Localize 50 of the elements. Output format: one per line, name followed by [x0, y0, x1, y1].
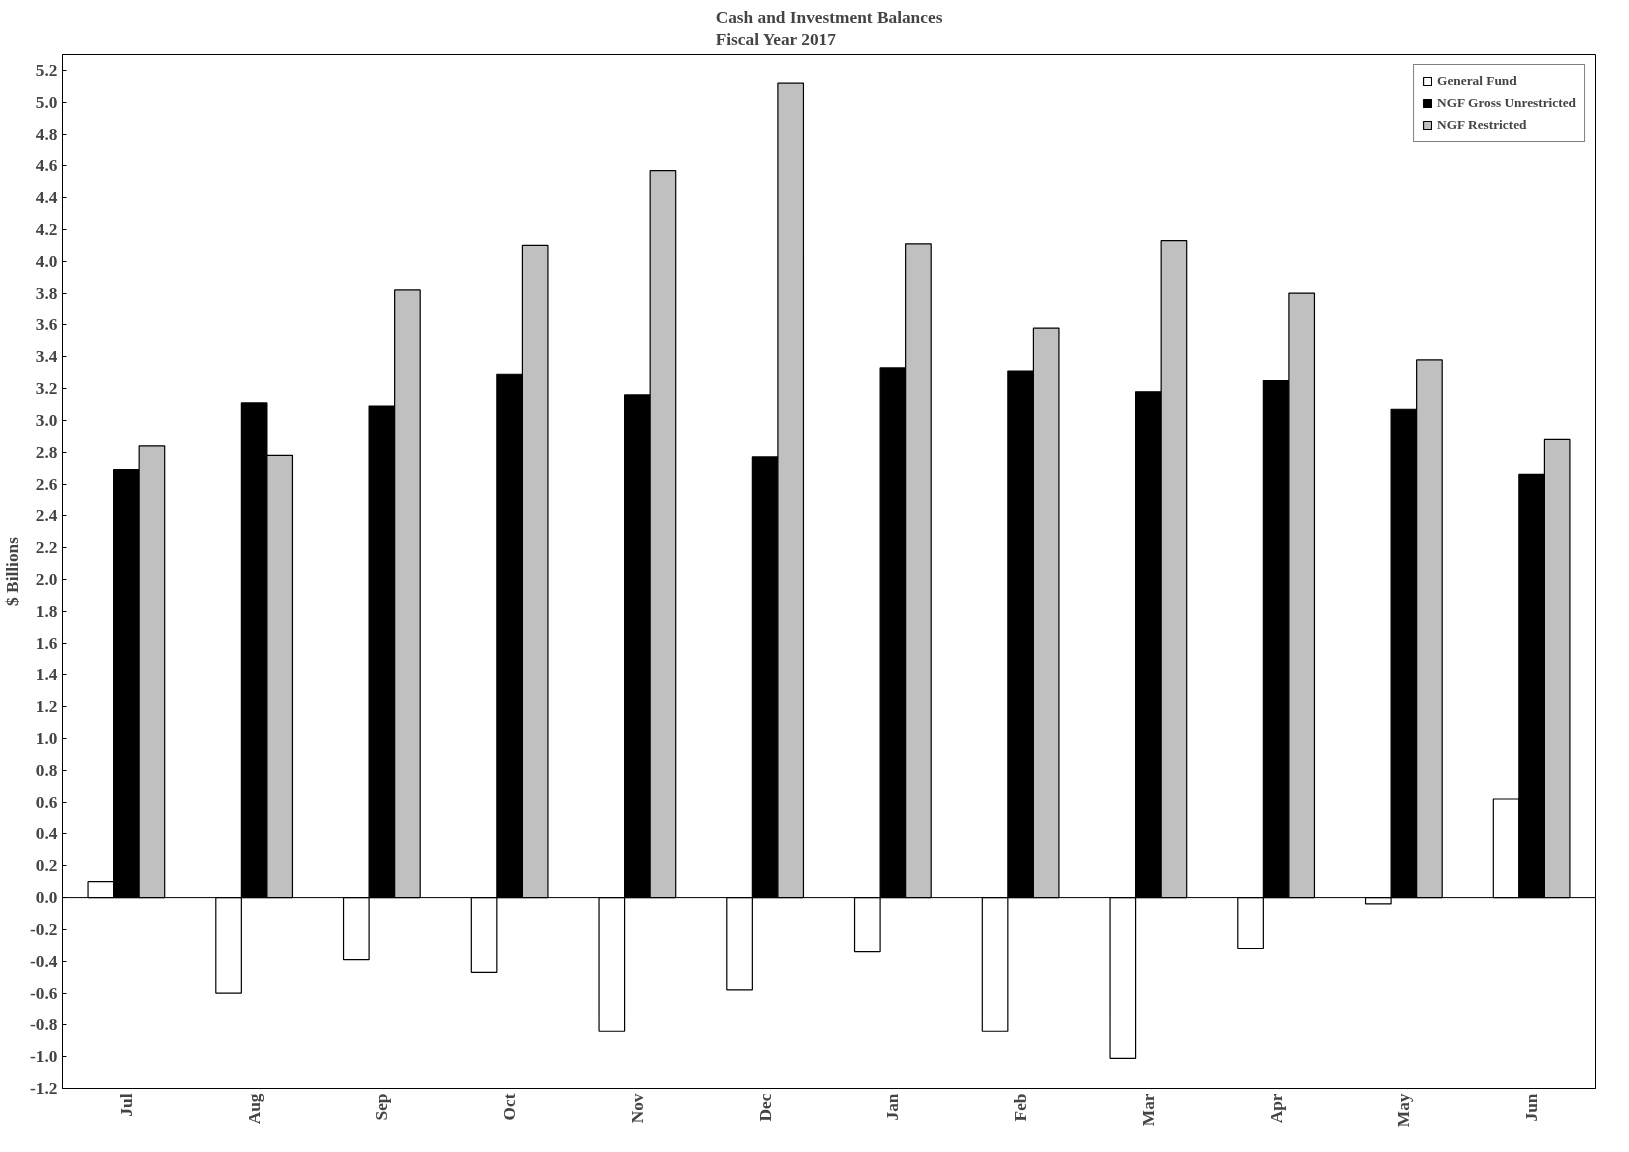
y-tick-label: 4.8 [35, 124, 58, 144]
x-tick-label: May [1394, 1093, 1414, 1128]
y-tick-label: 1.6 [35, 633, 58, 653]
y-tick-label: 0.2 [35, 856, 58, 876]
x-tick-label: Dec [755, 1093, 775, 1122]
y-tick-label: 4.2 [35, 219, 58, 239]
x-tick-label: Mar [1138, 1093, 1158, 1127]
y-tick-label: 0.8 [35, 760, 58, 780]
y-tick-label: 1.2 [35, 697, 58, 717]
y-tick-label: 5.0 [35, 92, 58, 112]
y-tick-label: -0.6 [30, 983, 58, 1003]
y-tick-label: 5.2 [35, 60, 58, 80]
y-tick-label: 1.8 [35, 601, 58, 621]
y-tick-label: -0.4 [30, 951, 58, 971]
y-tick-label: 1.0 [35, 729, 58, 749]
x-tick-label: Sep [372, 1093, 392, 1121]
legend-label: General Fund [1437, 73, 1517, 89]
legend-label: NGF Restricted [1437, 117, 1527, 133]
y-tick-label: 0.0 [35, 888, 58, 908]
y-tick-label: 3.0 [35, 410, 58, 430]
y-tick-label: 2.4 [35, 506, 58, 526]
y-tick-label: 2.8 [35, 442, 58, 462]
y-tick-label: -0.8 [30, 1015, 58, 1035]
y-tick-label: 4.0 [35, 251, 58, 271]
y-tick-label: 3.6 [35, 315, 58, 335]
y-tick-label: 3.8 [35, 283, 58, 303]
x-tick-label: Apr [1266, 1093, 1286, 1124]
y-tick-label: 0.6 [35, 792, 58, 812]
y-tick-label: 4.6 [35, 156, 58, 176]
y-tick-label: 0.4 [35, 824, 58, 844]
y-tick-label: 4.4 [35, 188, 58, 208]
x-tick-label: Aug [244, 1093, 264, 1125]
y-axis-title: $ Billions [3, 536, 23, 606]
x-tick-label: Nov [627, 1093, 647, 1124]
chart-title: Cash and Investment Balances Fiscal Year 2017 [715, 7, 943, 50]
y-tick-label: 3.2 [35, 379, 58, 399]
x-tick-label: Jul [116, 1093, 136, 1117]
y-tick-label: -1.2 [30, 1079, 58, 1098]
x-tick-label: Oct [500, 1093, 520, 1121]
x-tick-label: Jun [1522, 1093, 1542, 1122]
y-tick-label: 2.0 [35, 569, 58, 589]
y-tick-label: -1.0 [30, 1047, 58, 1067]
legend-label: NGF Gross Unrestricted [1437, 95, 1576, 111]
y-tick-label: 2.2 [35, 538, 58, 558]
y-tick-label: -0.2 [30, 919, 58, 939]
y-tick-label: 1.4 [35, 665, 58, 685]
x-tick-label: Feb [1011, 1093, 1031, 1122]
x-tick-label: Jan [883, 1093, 903, 1121]
y-tick-label: 3.4 [35, 347, 58, 367]
y-tick-label: 2.6 [35, 474, 58, 494]
